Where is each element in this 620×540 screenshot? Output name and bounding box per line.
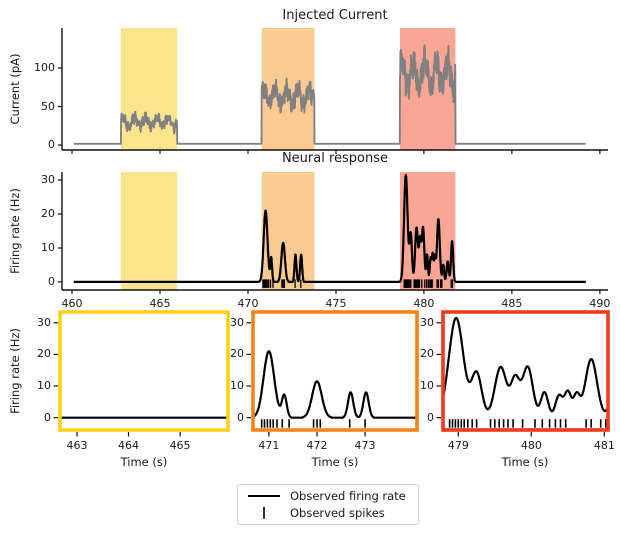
x-tick-label: 460 bbox=[61, 297, 83, 310]
legend-item-spikes: Observed spikes bbox=[246, 505, 406, 521]
middle-plot-title: Neural response bbox=[281, 151, 389, 166]
x-tick-label: 472 bbox=[306, 439, 328, 452]
time-x-axis-label: Time (s) bbox=[311, 455, 359, 469]
y-tick-label: 0 bbox=[237, 410, 244, 424]
y-tick-label: 10 bbox=[420, 378, 434, 392]
x-tick-label: 480 bbox=[520, 439, 542, 452]
x-tick-label: 470 bbox=[237, 297, 259, 310]
x-tick-label: 471 bbox=[258, 439, 280, 452]
y-tick-label: 0 bbox=[48, 274, 55, 288]
legend-label: Observed firing rate bbox=[290, 489, 406, 503]
x-tick-label: 481 bbox=[593, 439, 615, 452]
y-tick-label: 20 bbox=[41, 206, 55, 220]
firing-rate-line-icon bbox=[246, 488, 282, 504]
y-tick-label: 0 bbox=[427, 410, 434, 424]
x-tick-label: 464 bbox=[118, 439, 140, 452]
current-y-axis-label: Current (pA) bbox=[8, 53, 22, 125]
y-tick-label: 30 bbox=[230, 315, 244, 329]
x-tick-label: 463 bbox=[66, 439, 88, 452]
legend-label: Observed spikes bbox=[290, 506, 385, 520]
y-tick-label: 50 bbox=[41, 99, 55, 113]
x-tick-label: 485 bbox=[501, 297, 523, 310]
firing-rate-y-axis-label: Firing rate (Hz) bbox=[8, 188, 22, 274]
y-tick-label: 30 bbox=[41, 172, 55, 186]
y-tick-label: 10 bbox=[41, 240, 55, 254]
x-tick-label: 490 bbox=[589, 297, 611, 310]
legend-item-firing-rate: Observed firing rate bbox=[246, 488, 406, 504]
time-x-axis-label: Time (s) bbox=[501, 455, 549, 469]
y-tick-label: 10 bbox=[230, 378, 244, 392]
y-tick-label: 20 bbox=[420, 347, 434, 361]
y-tick-label: 10 bbox=[37, 378, 51, 392]
x-tick-label: 479 bbox=[447, 439, 469, 452]
y-tick-label: 30 bbox=[420, 315, 434, 329]
spike-tick-icon bbox=[246, 505, 282, 521]
y-tick-label: 30 bbox=[37, 315, 51, 329]
zoom-y-axis-label: Firing rate (Hz) bbox=[8, 328, 22, 414]
y-tick-label: 100 bbox=[34, 60, 55, 74]
x-tick-label: 465 bbox=[169, 439, 191, 452]
top-plot-title: Injected Current bbox=[282, 8, 388, 23]
y-tick-label: 20 bbox=[37, 347, 51, 361]
x-tick-label: 480 bbox=[413, 297, 435, 310]
y-tick-label: 0 bbox=[48, 137, 55, 151]
x-tick-label: 475 bbox=[325, 297, 347, 310]
y-tick-label: 0 bbox=[44, 410, 51, 424]
time-x-axis-label: Time (s) bbox=[120, 455, 168, 469]
legend: Observed firing rate Observed spikes bbox=[237, 484, 419, 525]
x-tick-label: 473 bbox=[354, 439, 376, 452]
y-tick-label: 20 bbox=[230, 347, 244, 361]
x-tick-label: 465 bbox=[149, 297, 171, 310]
